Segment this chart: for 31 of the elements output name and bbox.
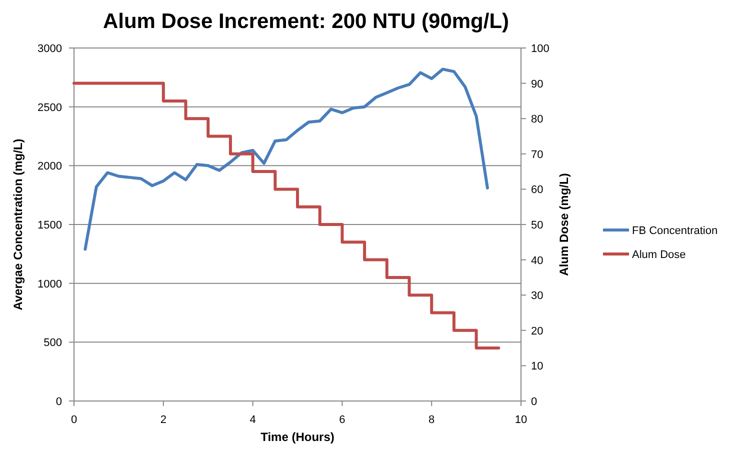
y2-axis-title: Alum Dose (mg/L): [557, 173, 571, 276]
y-tick-label: 1500: [38, 220, 62, 232]
legend-label: FB Concentration: [632, 225, 718, 237]
y-tick-label: 0: [56, 396, 62, 408]
y-tick-label: 2000: [38, 160, 62, 173]
x-axis-title: Time (Hours): [260, 430, 334, 444]
x-tick-label: 4: [250, 414, 256, 426]
x-tick-label: 0: [70, 414, 78, 426]
legend-label: Alum Dose: [632, 249, 686, 261]
y2-tick-label: 20: [531, 325, 544, 338]
y2-tick-label: 70: [531, 148, 544, 161]
x-tick-label: 8: [428, 414, 435, 426]
chart-title: Alum Dose Increment: 200 NTU (90mg/L): [102, 10, 510, 33]
y2-tick-label: 60: [531, 184, 544, 196]
y-axis-title: Avergae Concentration (mg/L): [11, 138, 25, 310]
y2-tick-label: 40: [531, 254, 544, 267]
y-tick-label: 500: [44, 337, 62, 350]
y2-tick-label: 0: [531, 396, 538, 408]
x-tick-label: 6: [339, 414, 346, 426]
y2-tick-label: 10: [531, 360, 544, 373]
line-series: [84, 68, 489, 251]
y-tick-label: 3000: [38, 43, 62, 55]
y-tick-label: 2500: [38, 102, 62, 114]
y-tick-label: 1000: [38, 278, 62, 290]
y2-tick-label: 30: [531, 290, 544, 302]
x-tick-label: 10: [514, 414, 528, 426]
y2-tick-label: 80: [531, 114, 544, 126]
y2-tick-label: 90: [531, 78, 544, 90]
y2-tick-label: 100: [531, 43, 550, 55]
y2-tick-label: 50: [531, 220, 544, 232]
x-tick-label: 2: [160, 414, 166, 426]
